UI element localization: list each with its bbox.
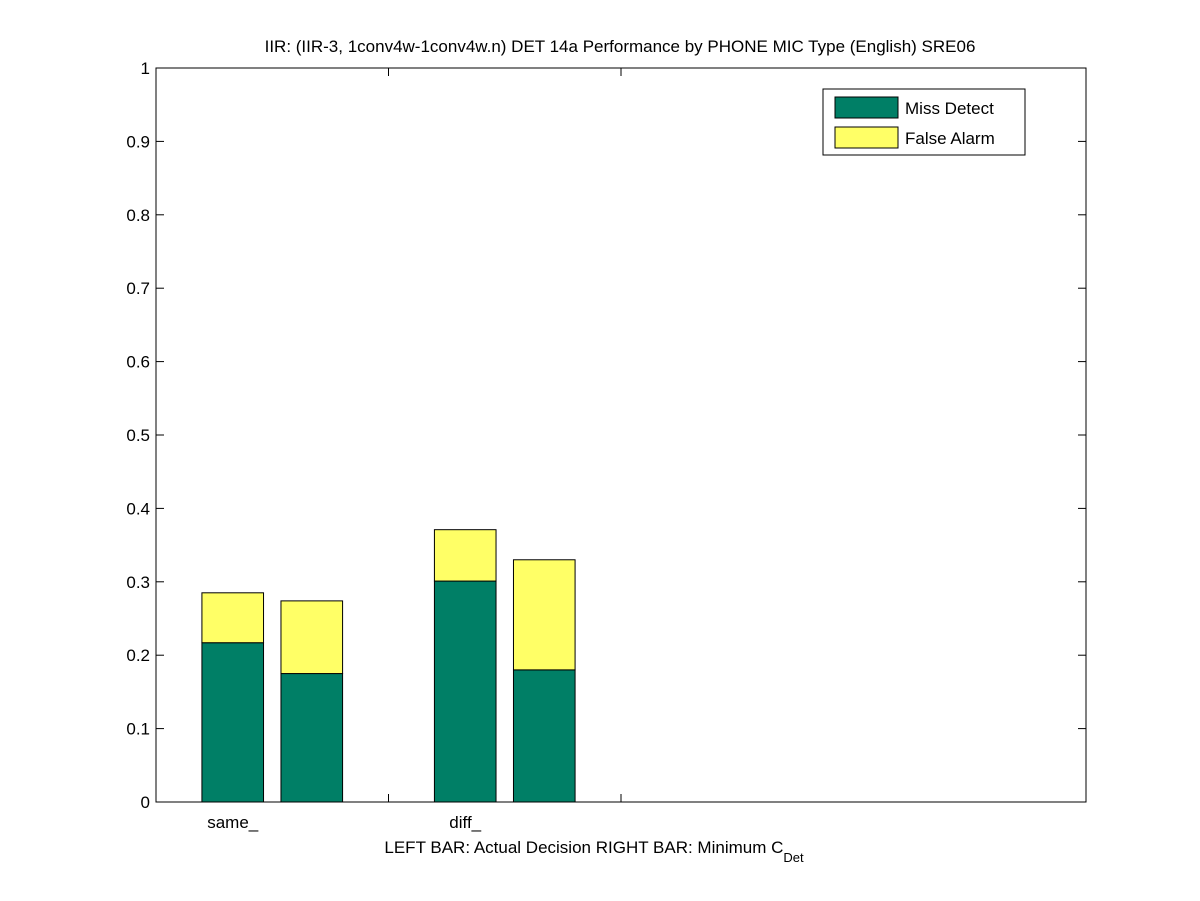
x-axis-label: LEFT BAR: Actual Decision RIGHT BAR: Min… (384, 838, 804, 865)
y-tick-label: 0.2 (126, 646, 150, 665)
x-axis-label-main: LEFT BAR: Actual Decision RIGHT BAR: Min… (384, 838, 783, 857)
x-axis-label-subscript: Det (783, 850, 804, 865)
bar-false-alarm (201, 592, 265, 644)
legend-label: Miss Detect (905, 99, 994, 118)
legend-swatch (834, 96, 899, 119)
bar-false-alarm (433, 529, 497, 582)
y-tick-label: 0.9 (126, 132, 150, 151)
plot-area: 0 0.1 0.2 0.3 0.4 0.5 0.6 0.7 0.8 0.9 1 same_ diff_ (126, 59, 1087, 832)
y-tick-label: 0.6 (126, 353, 150, 372)
y-tick-label: 0.7 (126, 279, 150, 298)
bar-miss-detect (280, 673, 344, 803)
y-tick-label: 1 (141, 59, 150, 78)
legend-swatch (834, 126, 899, 149)
bar-miss-detect (433, 580, 497, 803)
bar-false-alarm (280, 600, 344, 675)
legend-label: False Alarm (905, 129, 995, 148)
chart-title: IIR: (IIR-3, 1conv4w-1conv4w.n) DET 14a … (265, 37, 976, 56)
x-category-label: diff_ (449, 813, 481, 832)
y-tick-label: 0 (141, 793, 150, 812)
legend: Miss Detect False Alarm (822, 88, 1026, 156)
bar-miss-detect (512, 669, 576, 803)
y-tick-label: 0.1 (126, 720, 150, 739)
y-tick-label: 0.5 (126, 426, 150, 445)
y-tick-label: 0.8 (126, 206, 150, 225)
y-tick-label: 0.4 (126, 499, 150, 518)
x-category-label: same_ (207, 813, 259, 832)
bar-false-alarm (512, 559, 576, 671)
bar-miss-detect (201, 642, 265, 803)
y-tick-label: 0.3 (126, 573, 150, 592)
